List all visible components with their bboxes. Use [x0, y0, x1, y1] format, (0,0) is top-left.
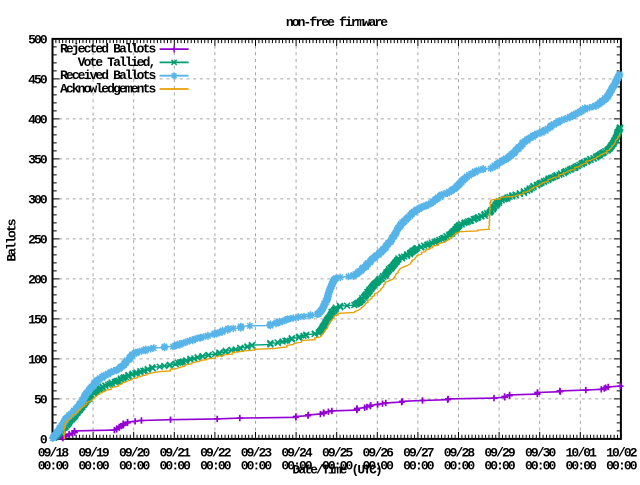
svg-text:400: 400 — [28, 113, 48, 128]
svg-text:00:00: 00:00 — [566, 458, 598, 473]
svg-text:350: 350 — [28, 153, 48, 168]
svg-text:Acknowledgements: Acknowledgements — [60, 82, 157, 97]
svg-text:09/19: 09/19 — [78, 445, 110, 460]
svg-text:00:00: 00:00 — [403, 458, 435, 473]
svg-text:09/22: 09/22 — [200, 445, 232, 460]
svg-text:00:00: 00:00 — [484, 458, 516, 473]
svg-text:00:00: 00:00 — [119, 458, 151, 473]
svg-text:00:00: 00:00 — [241, 458, 273, 473]
svg-text:00:00: 00:00 — [606, 458, 638, 473]
svg-text:09/27: 09/27 — [403, 445, 434, 460]
svg-text:09/28: 09/28 — [444, 445, 476, 460]
svg-text:50: 50 — [34, 393, 48, 408]
svg-text:00:00: 00:00 — [200, 458, 232, 473]
svg-text:0: 0 — [40, 433, 48, 448]
svg-text:Ballots: Ballots — [5, 218, 20, 261]
svg-text:09/20: 09/20 — [119, 445, 151, 460]
svg-text:Received Ballots: Received Ballots — [60, 68, 157, 83]
svg-text:09/24: 09/24 — [281, 445, 313, 460]
svg-text:Rejected Ballots: Rejected Ballots — [60, 42, 157, 57]
svg-text:09/18: 09/18 — [38, 445, 70, 460]
svg-text:00:00: 00:00 — [444, 458, 476, 473]
svg-text:450: 450 — [28, 73, 48, 88]
svg-text:00:00: 00:00 — [78, 458, 110, 473]
svg-text:10/01: 10/01 — [566, 445, 598, 460]
svg-text:non-free firmware: non-free firmware — [286, 15, 388, 30]
svg-text:00:00: 00:00 — [281, 458, 313, 473]
svg-text:150: 150 — [28, 313, 48, 328]
svg-text:500: 500 — [28, 33, 48, 48]
svg-text:09/23: 09/23 — [241, 445, 273, 460]
svg-text:09/26: 09/26 — [363, 445, 395, 460]
svg-text:00:00: 00:00 — [160, 458, 192, 473]
svg-text:00:00: 00:00 — [363, 458, 395, 473]
svg-text:100: 100 — [28, 353, 48, 368]
svg-text:Vote Tallied,: Vote Tallied, — [78, 55, 155, 70]
svg-text:200: 200 — [28, 273, 48, 288]
svg-text:00:00: 00:00 — [322, 458, 354, 473]
svg-text:Date/Time (UTC): Date/Time (UTC) — [292, 463, 381, 478]
svg-text:09/29: 09/29 — [484, 445, 516, 460]
svg-text:10/02: 10/02 — [606, 445, 638, 460]
svg-text:09/25: 09/25 — [322, 445, 354, 460]
svg-text:00:00: 00:00 — [525, 458, 557, 473]
svg-text:09/21: 09/21 — [160, 445, 192, 460]
svg-text:09/30: 09/30 — [525, 445, 557, 460]
svg-text:300: 300 — [28, 193, 48, 208]
svg-text:250: 250 — [28, 233, 48, 248]
svg-text:00:00: 00:00 — [38, 458, 70, 473]
